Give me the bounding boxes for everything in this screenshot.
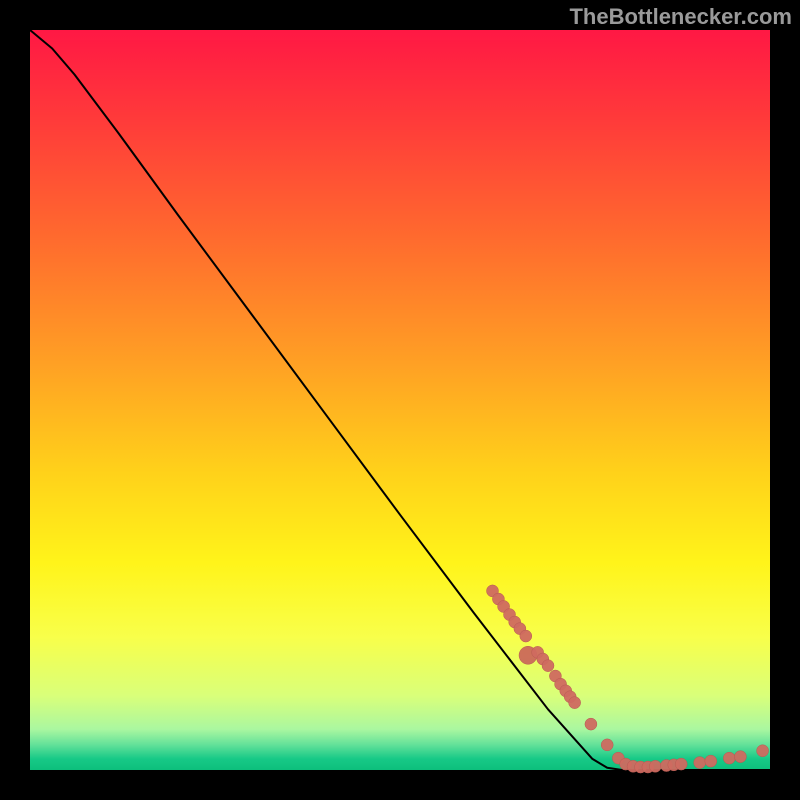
data-marker [757, 745, 769, 757]
data-marker [723, 752, 735, 764]
data-marker [569, 697, 581, 709]
data-marker [601, 739, 613, 751]
data-marker [585, 718, 597, 730]
data-marker [705, 755, 717, 767]
data-marker [694, 757, 706, 769]
chart-stage: TheBottlenecker.com [0, 0, 800, 800]
data-marker [520, 630, 532, 642]
bottleneck-chart [0, 0, 800, 800]
chart-background [30, 30, 770, 770]
data-marker [649, 760, 661, 772]
data-marker [542, 660, 554, 672]
data-marker [734, 751, 746, 763]
data-marker [675, 758, 687, 770]
